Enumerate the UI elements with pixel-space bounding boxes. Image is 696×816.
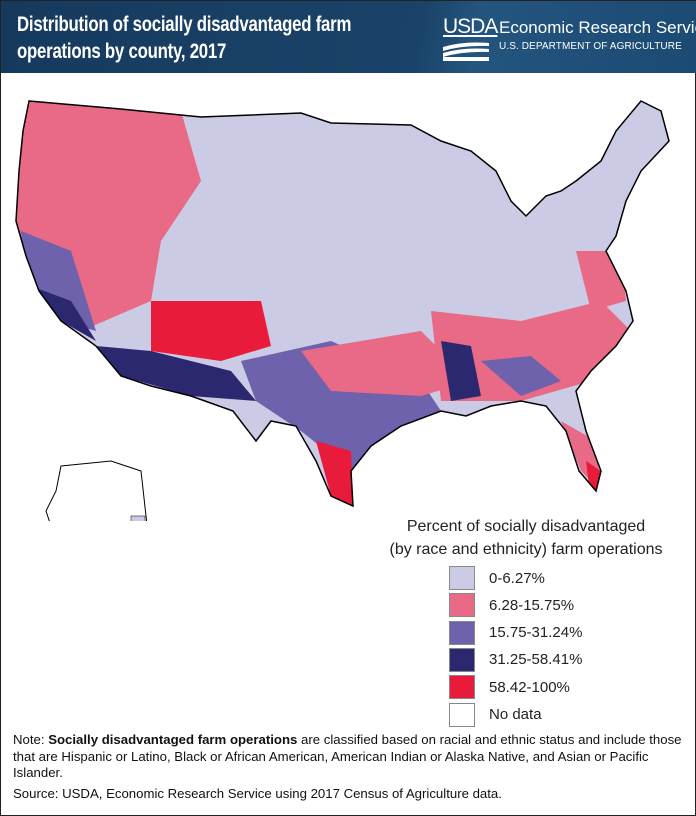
region-california-purple bbox=[21, 231, 96, 331]
chart-title-text: Distribution of socially disadvantaged f… bbox=[17, 13, 352, 63]
legend-title: Percent of socially disadvantaged (by ra… bbox=[357, 515, 695, 561]
note: Note: Socially disadvantaged farm operat… bbox=[13, 732, 689, 782]
legend-swatch bbox=[449, 702, 475, 727]
legend-swatch bbox=[449, 620, 475, 645]
legend-item: 6.28-15.75% bbox=[449, 593, 575, 618]
alaska bbox=[45, 460, 148, 521]
legend-item: 58.42-100% bbox=[449, 675, 570, 700]
legend-item: No data bbox=[449, 702, 542, 727]
usda-logo-swoosh-icon bbox=[443, 42, 489, 61]
header-banner: Distribution of socially disadvantaged f… bbox=[1, 1, 696, 73]
alaska-census-area bbox=[130, 515, 146, 521]
legend-label: 6.28-15.75% bbox=[489, 596, 575, 614]
county-map bbox=[15, 100, 670, 521]
region-southeast-pink bbox=[431, 301, 631, 401]
source: Source: USDA, Economic Research Service … bbox=[13, 785, 502, 801]
legend-title-line: Percent of socially disadvantaged bbox=[406, 518, 646, 535]
region-rio-grande-red bbox=[316, 441, 353, 506]
note-text: are classified based on racial and ethni… bbox=[13, 732, 682, 780]
region-south-central-pink bbox=[301, 331, 471, 396]
legend-label: 31.25-58.41% bbox=[489, 651, 583, 669]
legend-label: 58.42-100% bbox=[489, 678, 570, 696]
footer: Note: Socially disadvantaged farm operat… bbox=[13, 732, 689, 802]
region-southwest-navy bbox=[96, 346, 256, 401]
region-delta-navy bbox=[441, 341, 481, 401]
legend-label: 15.75-31.24% bbox=[489, 624, 583, 642]
legend-item: 31.25-58.41% bbox=[449, 647, 583, 672]
legend-item: 0-6.27% bbox=[449, 566, 545, 590]
legend-title-line: (by race and ethnicity) farm operations bbox=[389, 541, 663, 558]
legend-swatch bbox=[449, 675, 475, 700]
department-name: U.S. DEPARTMENT OF AGRICULTURE bbox=[499, 41, 682, 52]
region-four-corners-red bbox=[151, 301, 271, 361]
legend-item: 15.75-31.24% bbox=[449, 620, 583, 645]
region-central-valley-navy bbox=[31, 286, 96, 341]
chart-title: Distribution of socially disadvantaged f… bbox=[17, 11, 433, 65]
legend-swatch bbox=[449, 593, 475, 618]
agency-name: Economic Research Service bbox=[499, 18, 696, 37]
note-bold: Socially disadvantaged farm operations bbox=[48, 732, 298, 747]
region-blackbelt-purple bbox=[481, 356, 561, 396]
usda-logo: USDA bbox=[443, 15, 498, 38]
legend-swatch bbox=[449, 647, 475, 672]
legend-label: 0-6.27% bbox=[489, 569, 545, 587]
legend-label: No data bbox=[489, 706, 542, 723]
legend-swatch bbox=[449, 566, 475, 590]
note-prefix: Note: bbox=[13, 732, 49, 747]
